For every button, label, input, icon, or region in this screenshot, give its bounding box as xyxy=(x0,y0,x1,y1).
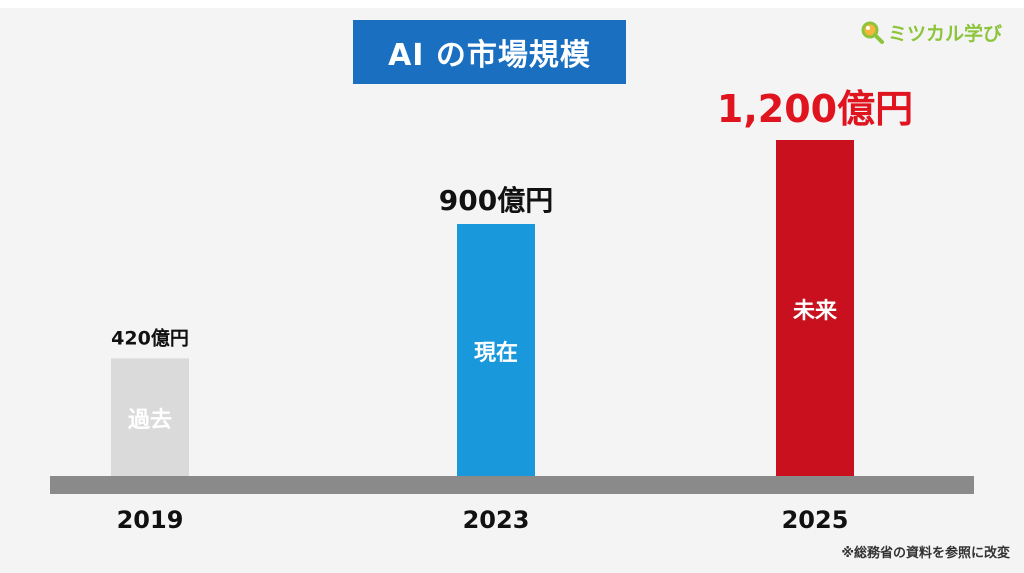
x-tick-2019: 2019 xyxy=(117,506,184,534)
bar-label-2025: 未来 xyxy=(793,299,838,324)
value-label-2023: 900億円 xyxy=(439,184,553,217)
bar-2025 xyxy=(776,140,854,478)
logo-text: ミツカル学び xyxy=(888,22,1003,45)
value-label-2019: 420億円 xyxy=(111,326,189,349)
x-axis-baseline xyxy=(50,476,974,494)
value-label-2025: 1,200億円 xyxy=(717,87,913,131)
x-tick-2025: 2025 xyxy=(782,506,849,534)
magnifier-icon xyxy=(860,20,884,44)
chart-title: AI の市場規模 xyxy=(353,20,626,84)
logo: ミツカル学び xyxy=(860,18,1002,46)
bar-2023 xyxy=(457,224,535,478)
x-tick-2023: 2023 xyxy=(463,506,530,534)
top-strip xyxy=(0,0,1024,8)
chart-title-text: AI の市場規模 xyxy=(388,38,591,73)
bar-label-2023: 現在 xyxy=(474,340,518,366)
bar-label-2019: 過去 xyxy=(128,407,172,433)
source-note: ※総務省の資料を参照に改変 xyxy=(841,546,1010,561)
bar-2019 xyxy=(111,358,189,478)
